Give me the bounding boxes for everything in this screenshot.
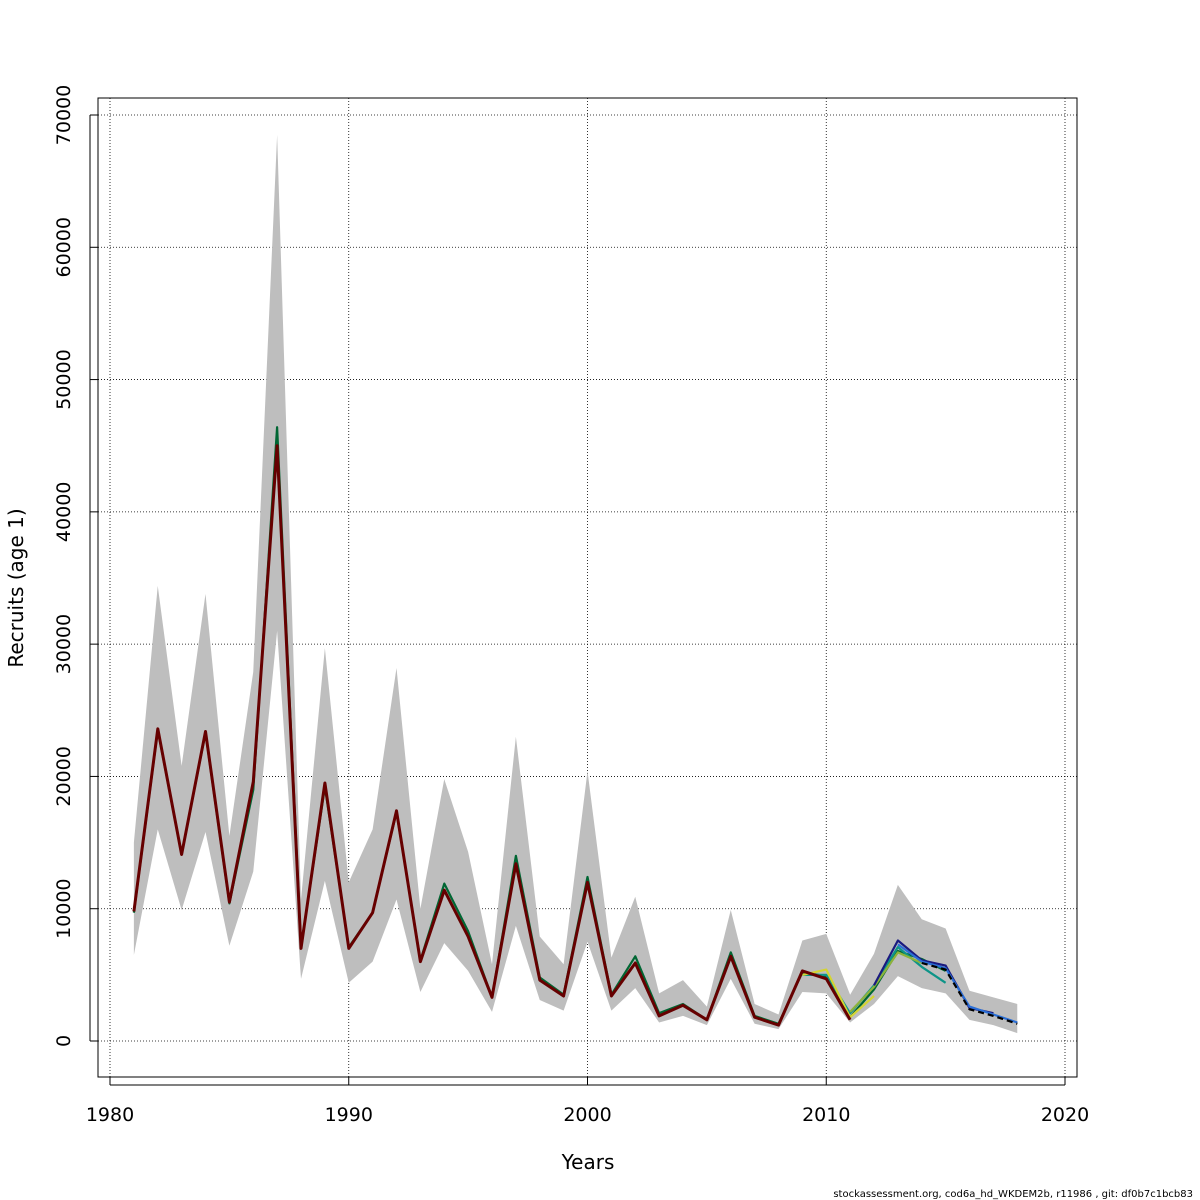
series-line-7 [921,961,1018,1025]
x-tick-label: 2000 [563,1104,611,1126]
y-tick-label: 20000 [53,746,75,806]
series-line-6 [897,943,1018,1024]
footer-credit: stockassessment.org, cod6a_hd_WKDEM2b, r… [833,1189,1193,1200]
x-axis-title: Years [561,1150,615,1174]
y-tick-label: 60000 [53,217,75,277]
series-line-3 [802,968,875,1019]
y-axis-title: Recruits (age 1) [4,508,28,667]
axes: 1980 1990 2000 2010 2020 0 10000 20000 30000 4000… [53,85,1089,1126]
y-tick-label: 70000 [53,85,75,145]
y-tick-label: 0 [53,1035,75,1047]
confidence-band-area [133,134,1018,1034]
x-tick-label: 1990 [325,1104,373,1126]
series-line-4 [849,951,923,1013]
series-line-0 [132,444,852,1027]
y-tick-label: 30000 [53,614,75,674]
y-tick-label: 10000 [53,878,75,938]
y-tick-label: 50000 [53,349,75,409]
x-tick-label: 2020 [1041,1104,1089,1126]
series-lines [132,426,1018,1027]
x-tick-label: 2010 [802,1104,850,1126]
y-tick-label: 40000 [53,482,75,542]
x-tick-label: 1980 [86,1104,134,1126]
confidence-band [133,134,1018,1034]
